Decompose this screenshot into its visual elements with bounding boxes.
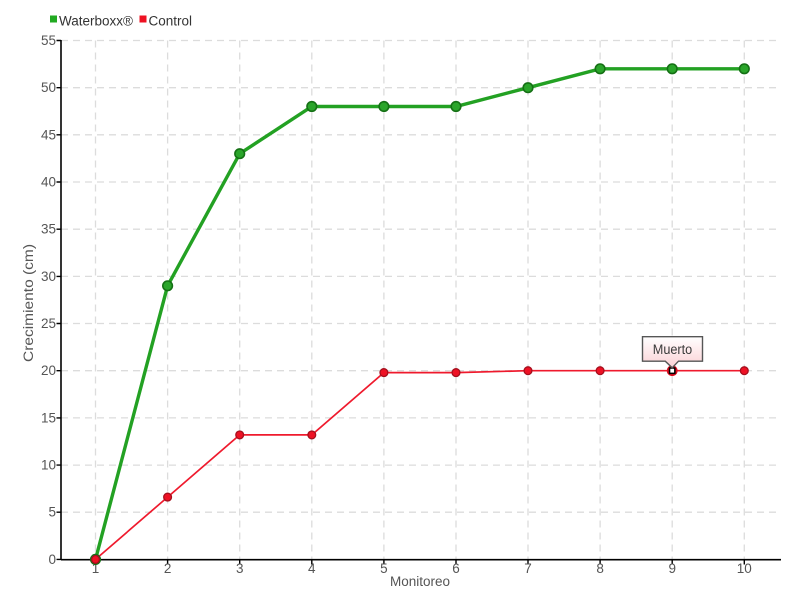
svg-text:25: 25 xyxy=(41,316,56,331)
svg-text:40: 40 xyxy=(41,175,56,190)
svg-text:45: 45 xyxy=(41,127,56,142)
svg-text:3: 3 xyxy=(236,561,244,576)
svg-text:30: 30 xyxy=(41,269,56,284)
svg-text:Crecimiento (cm): Crecimiento (cm) xyxy=(21,244,36,362)
svg-text:5: 5 xyxy=(380,561,388,576)
svg-text:20: 20 xyxy=(41,363,56,378)
svg-text:8: 8 xyxy=(596,561,604,576)
svg-text:10: 10 xyxy=(737,561,752,576)
svg-text:7: 7 xyxy=(524,561,532,576)
svg-text:15: 15 xyxy=(41,410,56,425)
svg-text:4: 4 xyxy=(308,561,316,576)
svg-text:Waterboxx®: Waterboxx® xyxy=(59,14,133,29)
svg-text:50: 50 xyxy=(41,80,56,95)
svg-text:6: 6 xyxy=(452,561,460,576)
svg-text:Control: Control xyxy=(149,14,193,29)
svg-text:5: 5 xyxy=(48,505,56,520)
svg-text:Monitoreo: Monitoreo xyxy=(390,574,450,589)
svg-text:10: 10 xyxy=(41,458,56,473)
svg-text:0: 0 xyxy=(48,552,56,567)
svg-text:1: 1 xyxy=(92,561,100,576)
svg-text:Muerto: Muerto xyxy=(653,342,693,357)
svg-text:2: 2 xyxy=(164,561,172,576)
svg-text:55: 55 xyxy=(41,33,56,48)
svg-text:35: 35 xyxy=(41,222,56,237)
svg-text:9: 9 xyxy=(668,561,676,576)
